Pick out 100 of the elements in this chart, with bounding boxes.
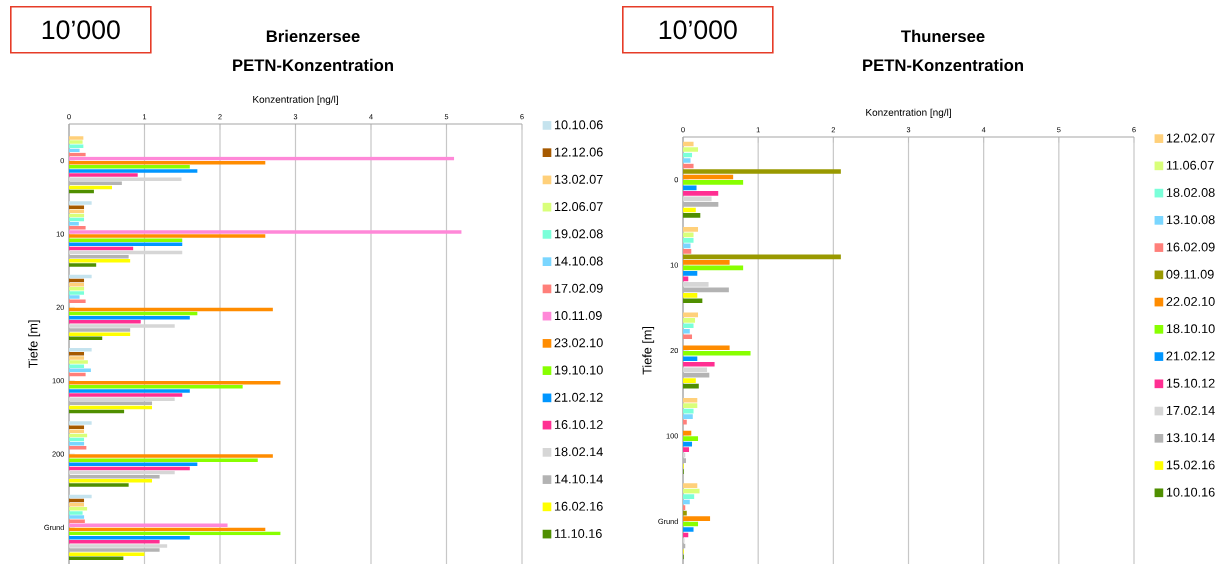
legend-label: 18.02.08 <box>1166 188 1215 197</box>
legend-label: 09.11.09 <box>1166 269 1214 279</box>
legend-label: 13.10.08 <box>1166 215 1215 225</box>
bar <box>69 165 190 169</box>
bar <box>69 234 266 238</box>
bar <box>69 515 85 519</box>
legend-label: 13.02.07 <box>554 174 603 184</box>
bar <box>69 238 183 242</box>
legend-label: 15.02.16 <box>1166 460 1215 470</box>
bar <box>683 483 698 488</box>
legend-label: 21.02.12 <box>1166 351 1215 361</box>
bar <box>683 372 710 378</box>
bar <box>69 446 87 450</box>
bar <box>683 361 715 367</box>
bar <box>683 367 708 373</box>
legend-label: 12.02.07 <box>1166 133 1215 143</box>
bar <box>683 317 696 323</box>
bar <box>683 260 730 265</box>
bar <box>683 287 729 293</box>
bar <box>683 191 719 196</box>
bar <box>683 227 699 232</box>
legend-label: 21.02.12 <box>554 392 603 402</box>
bar <box>69 320 141 324</box>
bar <box>69 385 243 389</box>
bar <box>69 364 85 368</box>
legend-label: 15.10.12 <box>1166 378 1215 388</box>
bar <box>69 226 86 230</box>
x-axis-title: Konzentration [ng/l] <box>866 108 951 118</box>
bar <box>69 140 83 144</box>
bar <box>683 414 693 420</box>
legend-label: 18.02.14 <box>554 447 603 457</box>
bar <box>683 356 698 362</box>
y-axis-title: Tiefe [m] <box>642 327 655 375</box>
legend-label: 10.10.06 <box>554 120 603 130</box>
bar <box>683 334 693 340</box>
bar <box>683 494 695 499</box>
legend-label: 17.02.14 <box>1166 405 1215 415</box>
bar <box>683 350 751 356</box>
bar <box>69 291 85 295</box>
bar <box>69 205 85 209</box>
bar <box>683 345 730 351</box>
bar <box>69 169 198 173</box>
bar <box>683 312 699 318</box>
bar <box>683 213 701 218</box>
bar <box>683 323 694 329</box>
bar <box>683 516 711 521</box>
chart-subtitle: PETN-Konzentration <box>233 58 393 72</box>
bar <box>683 180 744 185</box>
bar <box>683 328 690 334</box>
bar <box>683 298 703 304</box>
bar <box>683 527 694 532</box>
bar <box>69 136 84 140</box>
bar <box>69 552 145 556</box>
bar <box>69 332 131 336</box>
legend-label: 12.12.06 <box>554 147 603 157</box>
bar <box>683 383 699 389</box>
bar <box>69 397 175 401</box>
legend-label: 13.10.14 <box>1166 433 1215 443</box>
bar <box>69 454 273 458</box>
bar <box>69 177 182 181</box>
bar <box>69 519 85 523</box>
bar <box>683 169 841 174</box>
legend-label: 22.02.10 <box>1166 297 1215 306</box>
bar <box>683 249 692 254</box>
bar <box>69 511 83 515</box>
bar <box>683 281 709 287</box>
bar <box>69 287 85 291</box>
bar <box>683 238 694 243</box>
legend-label: 19.10.10 <box>554 365 603 375</box>
text: 10’000 <box>659 20 737 40</box>
legend-label: 14.10.08 <box>554 256 603 266</box>
bar <box>69 173 138 177</box>
bar <box>69 458 258 462</box>
y-axis-title: Tiefe [m] <box>28 320 41 369</box>
legend-label: 12.06.07 <box>554 202 603 212</box>
chart-title: Brienzersee <box>266 29 360 43</box>
legend-label: 16.10.12 <box>554 420 603 429</box>
legend-label: 10.11.09 <box>554 311 602 321</box>
bar <box>683 403 698 409</box>
bar <box>683 271 698 276</box>
bar <box>69 425 85 429</box>
legend-label: 11.10.16 <box>554 529 602 538</box>
bar <box>69 259 131 263</box>
chart-title: Thunersee <box>901 29 985 43</box>
bar <box>69 507 88 511</box>
bar <box>69 201 92 205</box>
bar <box>69 324 175 328</box>
bar <box>69 483 129 487</box>
bar <box>69 295 80 299</box>
bar <box>69 540 160 544</box>
bar <box>69 544 168 548</box>
bar <box>69 328 131 332</box>
bar <box>69 421 92 425</box>
legend-label: 17.02.09 <box>554 283 603 293</box>
legend-label: 10.10.16 <box>1166 487 1215 497</box>
legend-label: 11.06.07 <box>1166 160 1214 170</box>
bar <box>69 144 84 148</box>
bar <box>69 548 160 552</box>
chart-subtitle: PETN-Konzentration <box>863 58 1023 72</box>
bar <box>69 479 153 483</box>
